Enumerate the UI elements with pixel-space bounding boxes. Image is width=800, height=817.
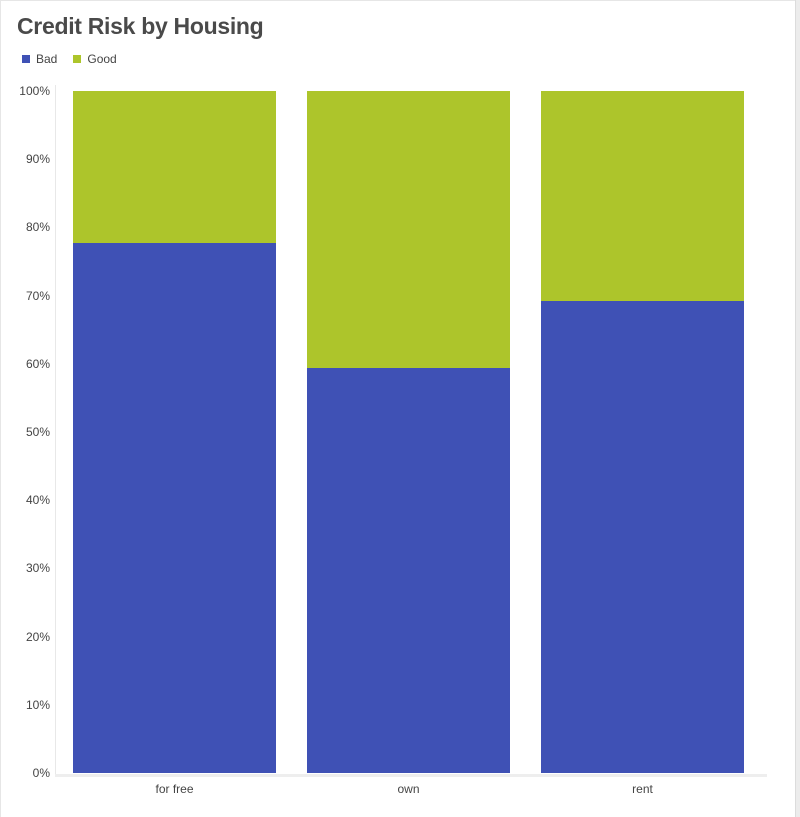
legend-label-good: Good (87, 52, 117, 66)
legend-label-bad: Bad (36, 52, 58, 66)
x-tick-label: for free (155, 782, 194, 796)
x-axis-line (55, 774, 767, 777)
legend-item-bad[interactable]: Bad (22, 52, 57, 66)
y-tick-label: 60% (25, 356, 50, 371)
bar-segment-bad[interactable] (73, 243, 276, 773)
y-tick-label: 100% (19, 84, 50, 98)
y-tick-label: 30% (25, 561, 50, 576)
y-tick-label: 40% (25, 493, 50, 508)
y-tick-label: 20% (25, 629, 50, 644)
legend-item-good[interactable]: Good (73, 52, 117, 66)
bar-segment-good[interactable] (73, 91, 276, 244)
legend-swatch-bad (22, 55, 30, 63)
chart-title: Credit Risk by Housing (17, 13, 264, 39)
y-tick-label: 80% (25, 220, 50, 235)
bar-segment-good[interactable] (541, 91, 744, 302)
x-tick-label: own (397, 782, 420, 796)
bar-rent[interactable] (541, 91, 744, 773)
bar-for-free[interactable] (73, 91, 276, 773)
bar-segment-bad[interactable] (541, 301, 744, 773)
y-tick-label: 50% (25, 425, 50, 439)
legend-swatch-good (73, 55, 82, 63)
y-axis-line (55, 85, 56, 777)
y-tick-label: 90% (25, 152, 50, 167)
scrollbar[interactable] (795, 0, 800, 817)
y-tick-label: 70% (25, 288, 50, 303)
y-tick-label: 10% (25, 697, 50, 712)
y-tick-label: 0% (32, 766, 50, 780)
legend: Bad Good (22, 52, 117, 66)
bar-segment-good[interactable] (307, 91, 510, 368)
bar-own[interactable] (307, 91, 510, 773)
bar-segment-bad[interactable] (307, 367, 510, 773)
x-tick-label: rent (632, 782, 653, 796)
